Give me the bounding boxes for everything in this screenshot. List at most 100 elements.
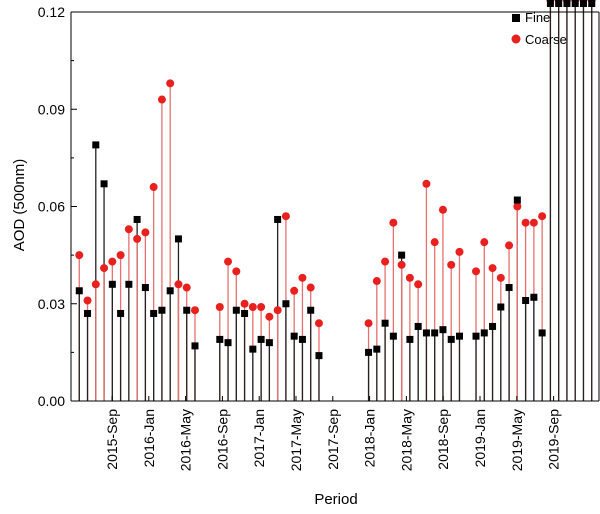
- coarse-point: [124, 225, 133, 234]
- fine-point: [133, 215, 141, 223]
- coarse-point: [505, 241, 514, 250]
- fine-point: [174, 235, 182, 243]
- coarse-point: [265, 312, 274, 321]
- fine-point: [538, 329, 546, 337]
- fine-point: [522, 297, 530, 305]
- fine-point: [406, 335, 414, 343]
- y-tick-label: 0.00: [38, 393, 65, 409]
- fine-point: [489, 322, 497, 330]
- coarse-point: [422, 179, 431, 188]
- coarse-point: [521, 218, 530, 227]
- fine-point: [563, 0, 571, 7]
- fine-point: [439, 326, 447, 334]
- fine-point: [505, 284, 513, 292]
- fine-point: [141, 284, 149, 292]
- coarse-point: [472, 267, 481, 276]
- fine-point: [265, 339, 273, 347]
- coarse-point: [100, 264, 109, 273]
- coarse-point: [91, 280, 100, 289]
- fine-point: [274, 215, 282, 223]
- legend-coarse-label: Coarse: [525, 32, 567, 47]
- fine-point: [555, 0, 563, 7]
- coarse-point: [141, 228, 150, 237]
- fine-point: [315, 352, 323, 360]
- fine-point: [92, 141, 100, 149]
- coarse-point: [529, 218, 538, 227]
- fine-point: [373, 345, 381, 353]
- coarse-point: [538, 212, 547, 221]
- coarse-point: [75, 251, 84, 260]
- coarse-point: [414, 280, 423, 289]
- fine-point: [431, 329, 439, 337]
- fine-point: [75, 287, 83, 295]
- x-tick-label: 2016-May: [178, 409, 194, 471]
- fine-point: [282, 300, 290, 308]
- coarse-point: [149, 183, 158, 192]
- coarse-point: [389, 218, 398, 227]
- fine-point: [447, 335, 455, 343]
- legend-coarse-swatch: [511, 34, 521, 44]
- coarse-point: [224, 257, 233, 266]
- coarse-point: [430, 238, 439, 247]
- fine-point: [84, 309, 92, 317]
- legend-fine-swatch: [512, 14, 520, 22]
- x-tick-label: 2018-May: [398, 409, 414, 471]
- fine-point: [513, 196, 521, 204]
- coarse-point: [298, 273, 307, 282]
- x-tick-label: 2019-Jan: [472, 409, 488, 467]
- fine-point: [158, 306, 166, 314]
- coarse-point: [190, 306, 199, 315]
- coarse-point: [455, 247, 464, 256]
- y-tick-label: 0.09: [38, 101, 65, 117]
- fine-point: [414, 322, 422, 330]
- fine-point: [588, 0, 596, 7]
- coarse-point: [248, 302, 257, 311]
- coarse-point: [108, 257, 117, 266]
- coarse-point: [397, 260, 406, 269]
- coarse-point: [364, 319, 373, 328]
- fine-point: [166, 287, 174, 295]
- x-axis-label: Period: [314, 491, 357, 508]
- fine-point: [381, 319, 389, 327]
- fine-point: [298, 335, 306, 343]
- fine-point: [571, 0, 579, 7]
- coarse-point: [496, 273, 505, 282]
- fine-point: [480, 329, 488, 337]
- coarse-point: [438, 205, 447, 214]
- coarse-point: [372, 277, 381, 286]
- x-tick-label: 2019-May: [509, 409, 525, 471]
- fine-point: [472, 332, 480, 340]
- fine-point: [249, 345, 257, 353]
- y-tick-label: 0.06: [38, 199, 65, 215]
- x-tick-label: 2018-Jan: [362, 409, 378, 467]
- fine-point: [307, 306, 315, 314]
- fine-point: [530, 293, 538, 301]
- coarse-point: [133, 234, 142, 243]
- coarse-point: [182, 283, 191, 292]
- fine-point: [422, 329, 430, 337]
- fine-point: [224, 339, 232, 347]
- fine-point: [290, 332, 298, 340]
- fine-point: [150, 309, 158, 317]
- legend-fine-label: Fine: [525, 10, 550, 25]
- coarse-point: [447, 260, 456, 269]
- coarse-point: [480, 238, 489, 247]
- coarse-point: [232, 267, 241, 276]
- fine-point: [579, 0, 587, 7]
- fine-point: [117, 309, 125, 317]
- x-tick-label: 2016-Sep: [214, 409, 230, 470]
- coarse-point: [215, 302, 224, 311]
- fine-point: [389, 332, 397, 340]
- fine-point: [398, 251, 406, 259]
- coarse-point: [488, 264, 497, 273]
- fine-point: [546, 0, 554, 7]
- x-tick-label: 2018-Sep: [435, 409, 451, 470]
- fine-point: [125, 280, 133, 288]
- axes-layer: 0.00 0.03 0.06 0.09 0.12 2015-Sep 2016-Jan 2016…: [38, 4, 600, 471]
- coarse-point: [166, 79, 175, 88]
- fine-point: [232, 306, 240, 314]
- coarse-point: [157, 95, 166, 104]
- fine-point: [191, 342, 199, 350]
- coarse-point: [257, 302, 266, 311]
